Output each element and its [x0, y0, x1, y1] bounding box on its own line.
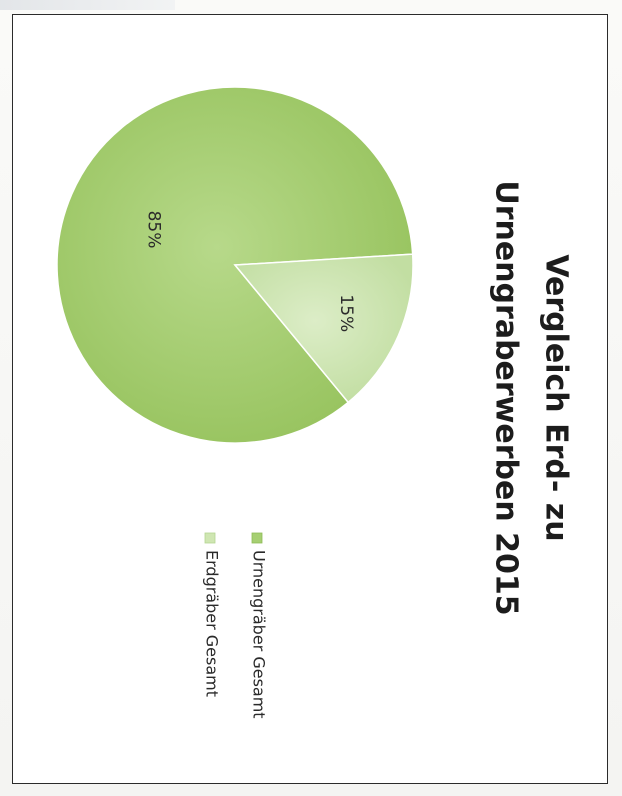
chart-title-line-1: Vergleich Erd- zu — [539, 254, 574, 541]
legend-swatch-urnengraeber — [251, 532, 263, 544]
data-label-erdgraeber: 15% — [336, 294, 356, 332]
scan-artifact — [0, 0, 175, 10]
legend: Urnengräber Gesamt Erdgräber Gesamt — [203, 532, 269, 719]
chart-title-line-2: Urnengraberwerben 2015 — [489, 180, 524, 615]
legend-swatch-erdgraeber — [204, 532, 216, 544]
legend-label-urnengraeber: Urnengräber Gesamt — [250, 550, 269, 719]
data-label-urnengraeber: 85% — [143, 211, 163, 249]
chart-title: Vergleich Erd- zu Urnengraberwerben 2015 — [489, 180, 574, 615]
legend-label-erdgraeber: Erdgräber Gesamt — [203, 550, 222, 697]
pie-slice-erdgraeber — [233, 253, 414, 404]
